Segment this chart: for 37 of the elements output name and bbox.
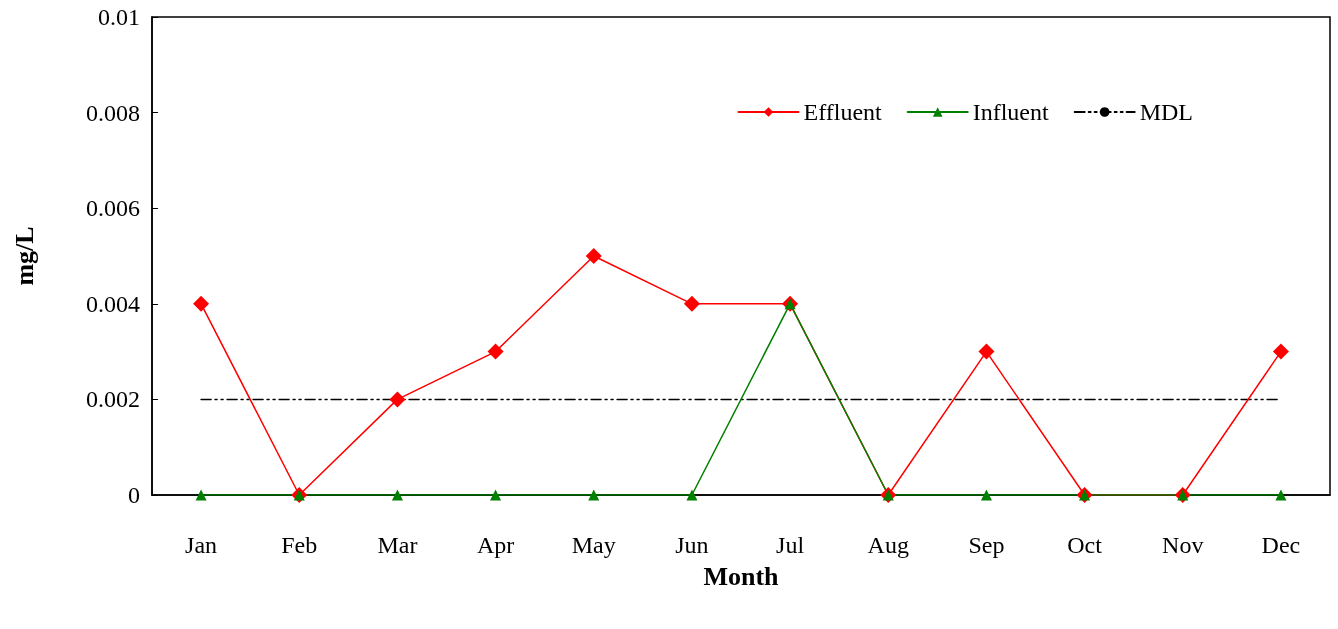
x-tick-label: Dec <box>1261 532 1301 558</box>
point <box>585 248 602 264</box>
point <box>686 489 698 501</box>
x-tick-label: May <box>571 532 616 558</box>
x-tick-label: Nov <box>1162 532 1204 558</box>
x-tick-label: Jul <box>776 532 805 558</box>
y-axis-title: mg/L <box>9 226 39 286</box>
point <box>391 489 403 501</box>
x-tick-label: Oct <box>1067 532 1103 558</box>
x-tick-label: Feb <box>281 532 318 558</box>
point <box>978 343 995 360</box>
point <box>588 489 600 501</box>
legend-label: MDL <box>1139 99 1194 125</box>
x-tick-label: Sep <box>968 532 1005 558</box>
x-tick-label: Aug <box>867 532 909 558</box>
y-tick-label: 0.01 <box>98 4 140 30</box>
y-tick-label: 0.002 <box>86 386 140 413</box>
point <box>389 391 406 408</box>
point <box>487 343 504 360</box>
point <box>1272 343 1289 360</box>
x-tick-label: Jun <box>675 532 709 558</box>
y-tick-label: 0.008 <box>86 99 140 126</box>
point <box>1275 489 1287 501</box>
legend-label: Effluent <box>803 99 883 125</box>
point <box>490 489 502 501</box>
y-tick-label: 0 <box>128 482 140 508</box>
x-tick-label: Mar <box>377 532 418 558</box>
point <box>980 489 992 501</box>
y-tick-label: 0.004 <box>86 290 140 317</box>
point <box>195 489 207 501</box>
point <box>193 295 210 312</box>
legend-label: Influent <box>972 99 1049 125</box>
x-tick-label: Apr <box>476 532 515 558</box>
x-axis-title: Month <box>703 561 780 591</box>
x-tick-label: Jan <box>185 532 218 558</box>
point <box>683 295 700 312</box>
y-tick-label: 0.006 <box>86 195 140 222</box>
